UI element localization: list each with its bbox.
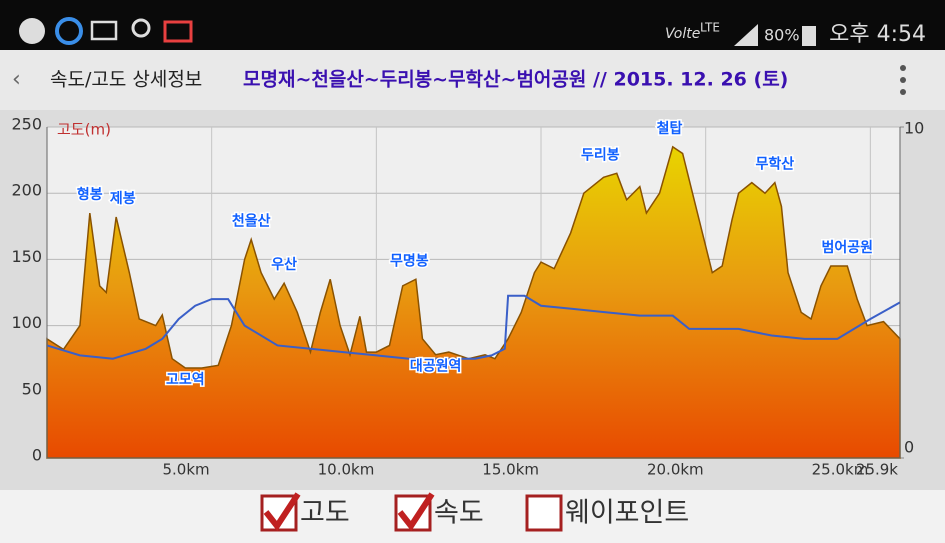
status-icon: [131, 18, 151, 38]
speed-line: [46, 294, 901, 360]
peak-label: 우산: [271, 256, 297, 273]
y-tick-label: 250: [11, 115, 42, 134]
y-tick-label: 200: [11, 181, 42, 200]
y2-tick-label: 0: [904, 438, 914, 457]
altitude-area: [46, 145, 901, 459]
peak-label: 형봉: [77, 186, 103, 203]
status-lte: LTE: [700, 21, 720, 35]
peak-label: 고모역: [166, 371, 205, 388]
peak-label: 대공원역: [410, 358, 462, 375]
status-battery: 80%: [764, 26, 800, 45]
status-time: 오후 4:54: [829, 22, 926, 47]
legend-label: 웨이포인트: [565, 498, 689, 529]
legend-label: 고도: [300, 498, 350, 529]
menu-button[interactable]: [900, 65, 906, 95]
legend-bar: [0, 490, 945, 543]
peak-label: 범어공원: [822, 239, 874, 256]
y2-tick-label: 10: [904, 119, 924, 138]
x-tick-label: 10.0km: [318, 461, 375, 479]
legend-label: 속도: [434, 498, 484, 529]
track-title: 모명재~천을산~두리봉~무학산~범어공원 // 2015. 12. 26 (토): [243, 69, 788, 91]
peak-label: 제봉: [110, 191, 136, 207]
x-tick-label: 5.0km: [163, 461, 210, 479]
screen-title: 속도/고도 상세정보: [50, 69, 202, 91]
y-tick-label: 100: [11, 313, 42, 332]
checkbox[interactable]: [525, 494, 563, 532]
peak-label: 두리봉: [581, 147, 620, 163]
status-bar: [0, 0, 945, 50]
check-mark: [263, 492, 301, 532]
back-button[interactable]: ‹: [12, 67, 21, 92]
status-network: Volte: [665, 26, 700, 42]
y-tick-label: 150: [11, 247, 42, 266]
check-mark: [397, 492, 435, 532]
peak-label: 무학산: [756, 156, 795, 173]
status-icon: [55, 17, 83, 45]
y-tick-label: 0: [32, 446, 42, 465]
signal-icon: [734, 24, 758, 46]
chart: 0 50 100 150 200 250 0 10 5.0km 10.0km 15.0km 20.0k…: [11, 115, 924, 479]
y-tick-label: 50: [22, 379, 42, 398]
x-tick-label: 20.0km: [647, 461, 704, 479]
status-icon: [90, 20, 118, 41]
peak-label: 무명봉: [390, 252, 429, 269]
status-icon: [19, 18, 45, 44]
legend: 고도 속도 웨이포인트: [260, 492, 689, 532]
peak-label: 철탑: [657, 121, 683, 137]
x-tick-label: 25.9k: [856, 461, 898, 479]
battery-icon: [802, 26, 816, 46]
status-icon: [163, 20, 193, 43]
y-axis-label: 고도(m): [57, 121, 111, 139]
peak-label: 천을산: [232, 213, 271, 230]
x-tick-label: 25.0km: [812, 461, 869, 479]
x-tick-label: 15.0km: [482, 461, 539, 479]
app-header: [0, 50, 945, 110]
